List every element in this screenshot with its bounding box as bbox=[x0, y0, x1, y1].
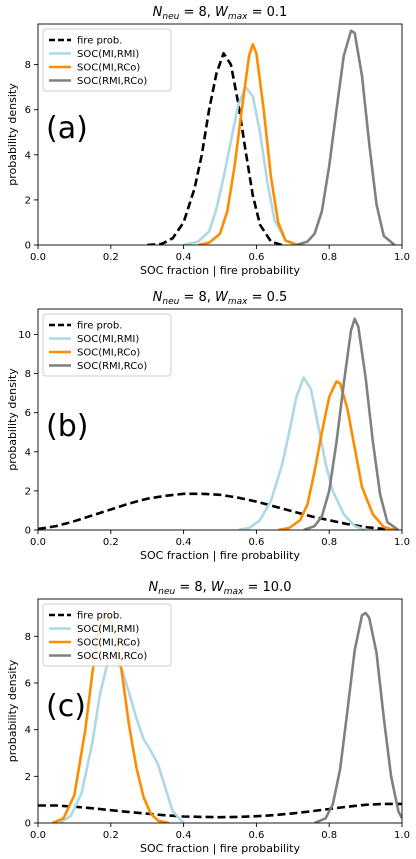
series-line-soc-rmi-rco- bbox=[314, 611, 402, 823]
title-n-symbol: N bbox=[149, 580, 159, 595]
x-tick-label: 0.0 bbox=[30, 830, 46, 841]
y-tick-label: 4 bbox=[25, 447, 31, 458]
title-n-symbol: N bbox=[153, 290, 163, 305]
legend-box bbox=[42, 313, 172, 377]
x-tick-label: 0.0 bbox=[30, 537, 46, 548]
series-line-soc-rmi-rco- bbox=[296, 29, 396, 245]
series-line-fire-prob- bbox=[38, 802, 402, 819]
title-w-symbol: W bbox=[211, 580, 225, 595]
y-tick-label: 8 bbox=[25, 632, 31, 643]
series-line-soc-rmi-rco- bbox=[303, 317, 400, 530]
x-tick-label: 0.4 bbox=[176, 537, 192, 548]
title-n-symbol: N bbox=[153, 5, 163, 20]
y-tick-label: 8 bbox=[25, 369, 31, 380]
y-tick-label: 0 bbox=[25, 241, 31, 252]
y-tick-label: 6 bbox=[25, 679, 31, 690]
title-w-symbol: W bbox=[215, 290, 229, 305]
legend-entry: SOC(RMI,RCo) bbox=[77, 76, 147, 87]
x-tick-label: 0.4 bbox=[176, 252, 192, 263]
legend-entry: fire prob. bbox=[77, 321, 122, 332]
plot-frame bbox=[37, 23, 403, 246]
plot-frame bbox=[37, 598, 403, 824]
title-n-subscript: neu bbox=[162, 297, 179, 307]
chart-panel-0: Nneu = 8, Wmax = 0.1 0.0 0.2 0.4 0.6 0.8 1.0 0 2… bbox=[6, 5, 410, 277]
title-w-value: = 0.5 bbox=[248, 290, 288, 305]
legend-entry: SOC(MI,RMI) bbox=[77, 49, 139, 60]
y-tick-label: 2 bbox=[25, 772, 31, 783]
y-tick-label: 4 bbox=[25, 150, 31, 161]
title-w-value: = 10.0 bbox=[243, 580, 291, 595]
title-w-symbol: W bbox=[215, 5, 229, 20]
y-tick-label: 0 bbox=[25, 819, 31, 830]
y-axis-label: probability density bbox=[6, 659, 19, 762]
legend-box bbox=[42, 603, 172, 667]
y-tick-label: 0 bbox=[25, 526, 31, 537]
x-tick-label: 0.2 bbox=[103, 830, 119, 841]
x-tick-label: 0.8 bbox=[321, 252, 337, 263]
legend-entry: SOC(MI,RCo) bbox=[77, 638, 140, 649]
series-line-soc-mi-rmi- bbox=[183, 85, 301, 245]
y-tick-label: 6 bbox=[25, 105, 31, 116]
title-n-subscript: neu bbox=[158, 587, 175, 597]
x-tick-label: 0.2 bbox=[103, 537, 119, 548]
chart-panel-1: Nneu = 8, Wmax = 0.5 0.0 0.2 0.4 0.6 0.8 1.0 0 2… bbox=[6, 290, 410, 562]
x-axis-label: SOC fraction | fire probability bbox=[140, 264, 300, 277]
legend-entry: fire prob. bbox=[77, 36, 122, 47]
x-tick-label: 0.6 bbox=[248, 252, 264, 263]
panel-letter: (b) bbox=[46, 409, 88, 444]
series-line-soc-mi-rmi- bbox=[237, 376, 367, 530]
title-w-subscript: max bbox=[224, 587, 244, 597]
series-line-fire-prob- bbox=[147, 52, 283, 245]
y-tick-label: 2 bbox=[25, 486, 31, 497]
x-tick-label: 0.6 bbox=[248, 537, 264, 548]
y-tick-label: 8 bbox=[25, 60, 31, 71]
legend-entry: SOC(RMI,RCo) bbox=[77, 361, 147, 372]
legend-entry: SOC(MI,RCo) bbox=[77, 63, 140, 74]
x-tick-label: 1.0 bbox=[394, 537, 410, 548]
plot-frame bbox=[37, 308, 403, 531]
x-tick-label: 0.6 bbox=[248, 830, 264, 841]
x-tick-label: 0.0 bbox=[30, 252, 46, 263]
legend-entry: SOC(MI,RMI) bbox=[77, 334, 139, 345]
chart-panel-2: Nneu = 8, Wmax = 10.0 0.0 0.2 0.4 0.6 0.8 1.0 0… bbox=[6, 580, 410, 855]
title-w-value: = 0.1 bbox=[248, 5, 288, 20]
series-line-fire-prob- bbox=[38, 492, 402, 530]
x-axis-label: SOC fraction | fire probability bbox=[140, 549, 300, 562]
series-line-soc-mi-rco- bbox=[197, 43, 297, 245]
panel-letter: (c) bbox=[46, 689, 86, 724]
x-tick-label: 0.8 bbox=[321, 830, 337, 841]
chart-title: Nneu = 8, Wmax = 0.1 bbox=[153, 5, 288, 22]
x-tick-label: 0.2 bbox=[103, 252, 119, 263]
title-n-value: = 8, bbox=[175, 580, 211, 595]
panel-letter: (a) bbox=[46, 111, 88, 146]
series-line-soc-mi-rmi- bbox=[59, 656, 185, 823]
y-axis-label: probability density bbox=[6, 368, 19, 471]
legend-entry: SOC(MI,RCo) bbox=[77, 348, 140, 359]
y-tick-label: 4 bbox=[25, 725, 31, 736]
chart-title: Nneu = 8, Wmax = 10.0 bbox=[149, 580, 292, 597]
x-tick-label: 0.8 bbox=[321, 537, 337, 548]
y-tick-label: 2 bbox=[25, 195, 31, 206]
y-tick-label: 10 bbox=[18, 330, 31, 341]
title-n-subscript: neu bbox=[162, 12, 179, 22]
title-w-subscript: max bbox=[228, 12, 248, 22]
title-n-value: = 8, bbox=[179, 5, 215, 20]
y-axis-label: probability density bbox=[6, 83, 19, 186]
legend-entry: fire prob. bbox=[77, 611, 122, 622]
title-n-value: = 8, bbox=[179, 290, 215, 305]
legend-entry: SOC(RMI,RCo) bbox=[77, 651, 147, 662]
y-tick-label: 6 bbox=[25, 408, 31, 419]
series-line-soc-mi-rco- bbox=[277, 380, 396, 530]
x-tick-label: 1.0 bbox=[394, 830, 410, 841]
legend-entry: SOC(MI,RMI) bbox=[77, 624, 139, 635]
x-tick-label: 0.4 bbox=[176, 830, 192, 841]
chart-title: Nneu = 8, Wmax = 0.5 bbox=[153, 290, 288, 307]
title-w-subscript: max bbox=[228, 297, 248, 307]
x-tick-label: 1.0 bbox=[394, 252, 410, 263]
legend-box bbox=[42, 28, 172, 92]
x-axis-label: SOC fraction | fire probability bbox=[140, 842, 300, 855]
